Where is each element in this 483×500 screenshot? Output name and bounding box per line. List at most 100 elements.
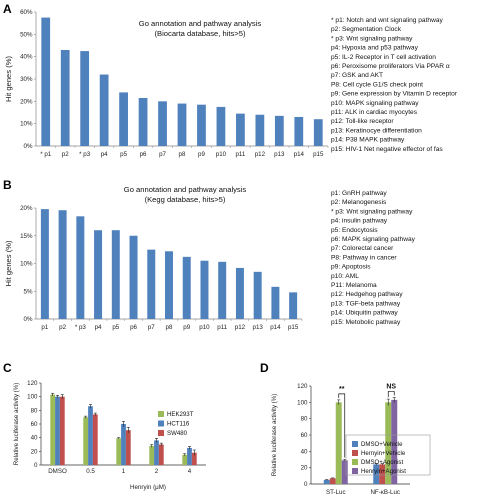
significance-bracket (387, 391, 395, 398)
y-tick-label: 10% (20, 261, 33, 268)
y-tick-label: 40 (301, 448, 308, 455)
bar (294, 116, 304, 146)
bar (200, 260, 209, 319)
x-tick-label: p1 (41, 324, 48, 331)
bar (187, 447, 192, 465)
legend-entry: p1: GnRH pathway (331, 190, 387, 197)
bar (50, 394, 56, 465)
x-tick-label: p6 (130, 324, 137, 331)
bar (391, 399, 398, 484)
bar (41, 17, 51, 147)
x-tick-label: p14 (294, 151, 305, 158)
x-tick-label: ST-Luc (326, 489, 346, 496)
legend-entry: p2: Melanogenesis (331, 199, 387, 206)
x-tick-label: 0.5 (86, 468, 95, 475)
legend-entry: P11: Melanoma (331, 282, 377, 289)
y-tick-label: 120 (27, 380, 38, 387)
bar (182, 454, 188, 465)
bar (92, 414, 98, 465)
bar (274, 115, 284, 146)
legend-entry: p9: Gene expression by Vitamin D recepto… (331, 91, 458, 98)
legend-swatch (158, 430, 164, 436)
legend-label: HEK293T (167, 411, 194, 418)
x-tick-label: p12 (235, 324, 246, 331)
legend-swatch (158, 411, 164, 417)
x-tick-label: p5 (112, 324, 119, 331)
y-tick-label: 50% (20, 31, 33, 38)
x-tick-label: p11 (235, 151, 245, 158)
legend-swatch (352, 468, 358, 474)
y-tick-label: 10% (20, 121, 33, 128)
y-axis-title: Hit genes (%) (4, 56, 13, 102)
bar (216, 106, 226, 146)
legend-entry: p5: Endocytosis (331, 227, 378, 234)
bar (182, 256, 191, 319)
x-tick-label: p7 (148, 324, 155, 331)
bar (88, 406, 93, 465)
y-tick-label: 5% (24, 288, 33, 295)
x-tick-label: p10 (216, 151, 227, 158)
y-tick-label: 20% (20, 98, 33, 105)
x-tick-label: * p3 (75, 324, 87, 331)
y-axis-title: Relative luciferase activity (%) (271, 394, 278, 477)
x-tick-label: p13 (274, 151, 285, 158)
bar (165, 251, 173, 319)
bar (177, 103, 187, 146)
legend-swatch (352, 441, 358, 447)
y-tick-label: 80 (31, 407, 38, 414)
x-tick-label: p11 (217, 324, 227, 331)
y-tick-label: 0 (304, 481, 308, 488)
bar (197, 104, 206, 146)
bar (236, 113, 245, 146)
bar (59, 396, 65, 465)
legend-swatch (158, 420, 164, 427)
x-tick-label: p15 (288, 324, 299, 331)
bar (129, 235, 138, 319)
legend-label: Hernyin+Vehicle (361, 450, 406, 457)
y-tick-label: 0% (24, 316, 33, 323)
bar (271, 286, 280, 319)
x-tick-label: p8 (179, 151, 186, 158)
bar (235, 267, 244, 319)
x-tick-label: DMSO (48, 468, 67, 475)
y-tick-label: 20 (301, 465, 308, 472)
bar (119, 92, 128, 146)
legend-box (345, 434, 431, 476)
x-tick-label: p2 (62, 151, 69, 158)
chart-title: Go annotation and pathway analysis (124, 185, 247, 194)
bar (335, 402, 342, 484)
x-tick-label: p13 (253, 324, 264, 331)
bar (116, 438, 122, 465)
legend-entry: p4: Hypoxia and p53 pathway (331, 45, 419, 52)
bar (154, 440, 159, 465)
panel-letter: B (3, 178, 12, 192)
panel-letter: D (260, 361, 269, 375)
bar (218, 261, 227, 319)
y-tick-label: 60% (20, 9, 33, 16)
legend-swatch (352, 450, 358, 456)
x-tick-label: * p3 (79, 151, 91, 158)
bar (125, 430, 131, 465)
legend-entry: p10: AML (331, 273, 359, 280)
legend-label: Henryin+Agonist (361, 468, 406, 475)
x-tick-label: 2 (155, 468, 159, 475)
x-tick-label: p8 (166, 324, 173, 331)
legend-entry: p15: HIV-1 Net negative effector of fas (331, 146, 443, 153)
bar (80, 51, 90, 147)
bar (111, 230, 120, 319)
bar (40, 209, 49, 319)
legend-entry: P8: Cell cycle G1/S check point (331, 81, 423, 88)
legend-entry: * p3: Wnt signaling pathway (331, 208, 413, 215)
legend-entry: p14: Ubiquitin pathway (331, 310, 398, 317)
bar (76, 216, 85, 319)
bar (253, 271, 262, 319)
x-tick-label: p4 (95, 324, 102, 331)
legend-entry: p13: Keratinocye differentiation (331, 127, 422, 134)
bar (83, 417, 89, 465)
x-tick-label: p10 (199, 324, 210, 331)
y-tick-label: 20% (20, 205, 33, 212)
legend-entry: p4: insulin pathway (331, 218, 388, 225)
panel-letter: C (3, 361, 12, 375)
bar (121, 424, 126, 465)
